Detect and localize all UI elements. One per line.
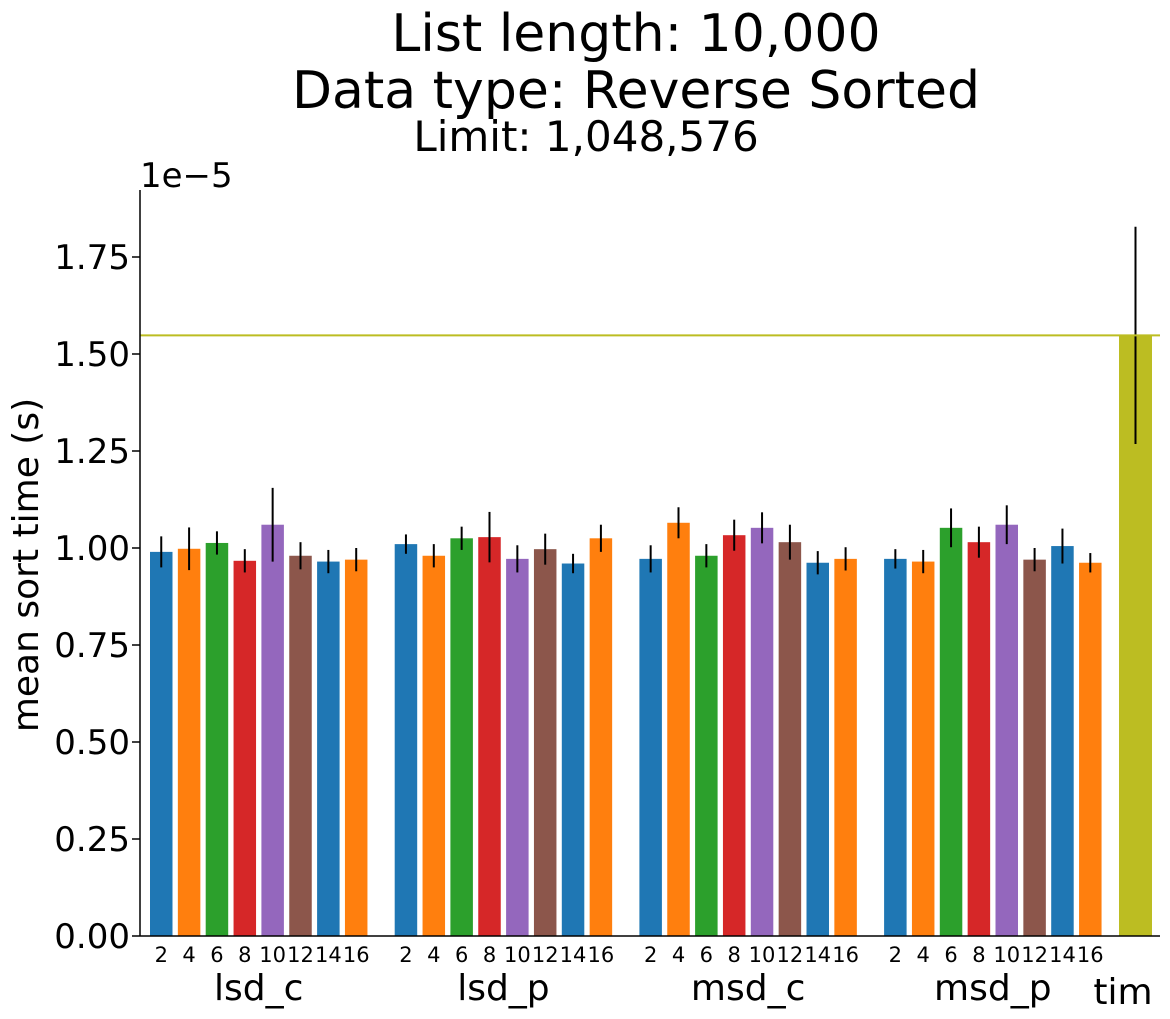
bar-msd_p-14 [1051,546,1074,936]
bar-lsd_c-4 [177,548,201,936]
bar-tick-label: 6 [455,943,468,967]
bar-tick-label: 12 [777,943,804,967]
group-label-msd_c: msd_c [691,968,805,1009]
bar-tick-label: 10 [993,943,1020,967]
bar-lsd_p-16 [589,538,613,936]
bar-tick-label: 14 [560,943,587,967]
bar-lsd_c-16 [344,559,368,936]
y-tick-label: 1.25 [54,432,130,472]
y-tick-label: 1.00 [54,529,130,569]
bar-msd_p-16 [1079,562,1102,936]
bar-tick-label: 6 [944,943,957,967]
bar-msd_c-2 [639,558,662,936]
bar-tick-label: 16 [343,943,370,967]
y-tick-label: 1.75 [54,238,130,278]
bar-tick-label: 8 [972,943,985,967]
bar-msd_c-12 [778,542,802,936]
bar-tick-label: 12 [532,943,559,967]
chart-subtitle: Limit: 1,048,576 [413,112,758,161]
bar-tick-label: 12 [287,943,314,967]
bar-tick-label: 16 [1077,943,1104,967]
bar-lsd_p-6 [450,538,473,936]
bar-tick-label: 4 [182,943,195,967]
bar-lsd_c-2 [150,551,173,936]
bars [150,335,1152,937]
group-label-lsd_p: lsd_p [457,968,549,1009]
y-tick-label: 0.00 [54,917,130,957]
bar-msd_c-6 [695,555,718,936]
bar-tick-label: 14 [1049,943,1076,967]
bar-tick-label: 12 [1021,943,1048,967]
bar-msd_c-8 [722,535,746,936]
bar-msd_p-10 [995,524,1018,936]
bar-tick-label: 6 [210,943,223,967]
bar-tick-label: 4 [427,943,440,967]
bar-lsd_c-10 [261,524,284,936]
bar-msd_c-10 [750,527,774,936]
group-label-tim: tim [1093,972,1152,1013]
chart-title-line-1: List length: 10,000 [391,4,880,64]
y-tick-label: 0.25 [54,820,130,860]
bar-tick-label: 2 [155,943,168,967]
y-tick-label: 0.75 [54,626,130,666]
y-tick-label: 0.50 [54,723,130,763]
bar-msd_p-8 [967,542,991,936]
bar-lsd_c-14 [317,561,340,936]
bar-msd_c-16 [834,558,857,936]
bar-tick-label: 4 [917,943,930,967]
bar-tick-label: 4 [672,943,685,967]
y-tick-label: 1.50 [54,335,130,375]
bar-msd_p-4 [911,561,935,936]
y-axis-offset-label: 1e−5 [140,156,233,196]
bar-lsd_p-4 [422,555,446,936]
bar-tick-label: 10 [504,943,531,967]
bar-msd_c-14 [806,562,829,936]
bar-lsd_c-8 [233,560,257,936]
bar-tick-label: 8 [238,943,251,967]
bar-tick-label: 16 [588,943,615,967]
bar-lsd_p-8 [478,537,501,936]
bar-tick-label: 10 [259,943,286,967]
error-bars [160,226,1137,575]
group-label-msd_p: msd_p [934,968,1052,1009]
bar-tick-label: 6 [700,943,713,967]
y-axis-label: mean sort time (s) [6,398,47,732]
bar-lsd_c-12 [289,555,312,936]
bar-lsd_p-12 [533,549,557,936]
bar-tick-label: 14 [804,943,831,967]
bar-tick-label: 8 [728,943,741,967]
chart-title-line-2: Data type: Reverse Sorted [292,61,980,121]
y-axis-ticks: 0.00 0.25 0.50 0.75 1.00 1.25 1.50 1.75 [54,238,140,957]
bar-msd_c-4 [667,522,690,936]
bar-msd_p-6 [939,527,963,936]
bar-tick-label: 2 [399,943,412,967]
bar-lsd_c-6 [205,542,229,936]
bar-lsd_p-10 [506,558,529,936]
bar-msd_p-2 [884,558,907,936]
bar-lsd_p-14 [561,563,585,936]
bar-tick-label: 2 [889,943,902,967]
bar-tick-label: 2 [644,943,657,967]
group-label-lsd_c: lsd_c [214,968,303,1009]
bar-msd_p-12 [1023,559,1046,936]
bar-tick-label: 8 [483,943,496,967]
bar-tick-label: 10 [749,943,776,967]
bar-lsd_p-2 [394,544,418,936]
bar-tick-label: 16 [832,943,859,967]
bar-tick-label: 14 [315,943,342,967]
